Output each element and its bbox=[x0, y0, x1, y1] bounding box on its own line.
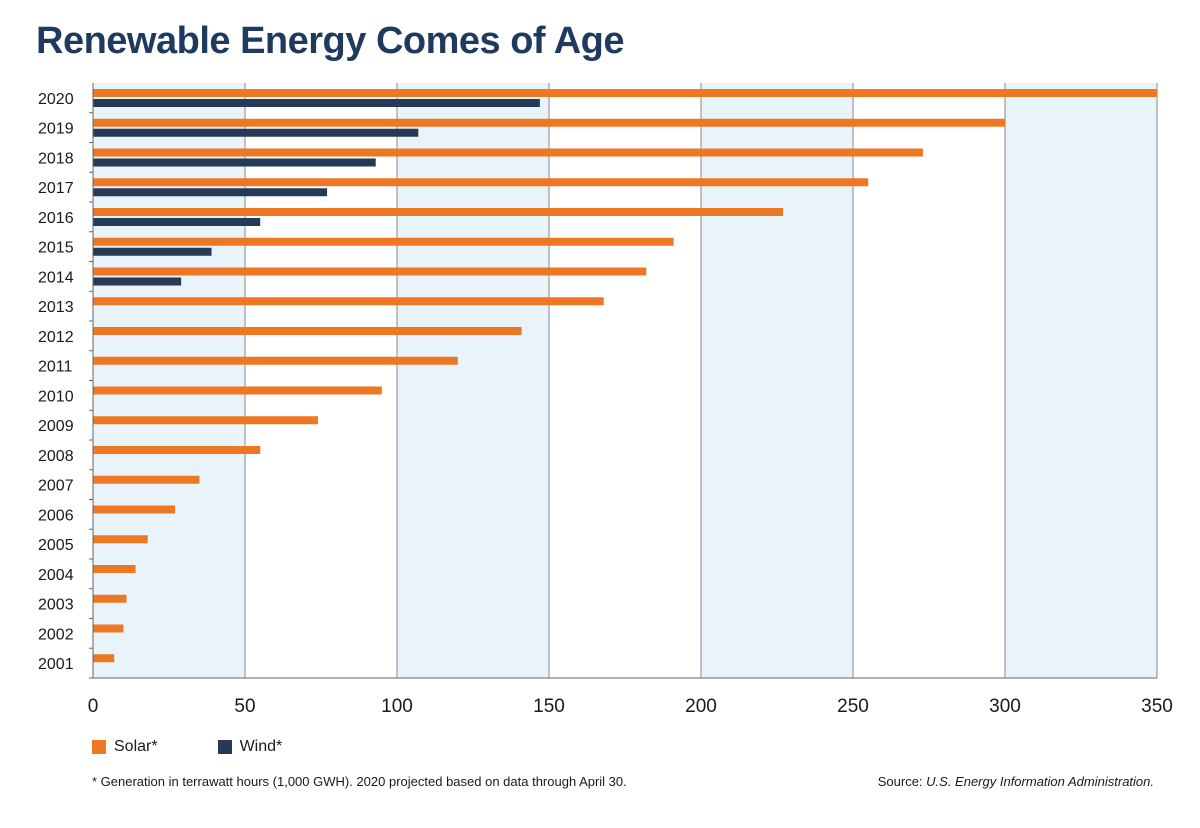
background-band bbox=[701, 83, 853, 678]
y-tick-label: 2011 bbox=[38, 359, 73, 376]
source-prefix: Source: bbox=[877, 774, 927, 789]
y-tick-label: 2013 bbox=[38, 299, 74, 316]
y-tick-label: 2005 bbox=[38, 537, 74, 554]
bar-solar bbox=[93, 386, 382, 395]
bar-solar bbox=[93, 208, 784, 216]
y-tick-label: 2015 bbox=[38, 240, 74, 257]
solar-swatch bbox=[92, 740, 106, 754]
x-tick-label: 300 bbox=[989, 696, 1021, 717]
bar-solar bbox=[93, 505, 176, 514]
y-tick-label: 2006 bbox=[38, 507, 74, 524]
legend-item-wind: Wind* bbox=[217, 738, 283, 756]
x-tick-label: 350 bbox=[1141, 696, 1173, 717]
bar-wind bbox=[93, 188, 328, 197]
background-band bbox=[397, 83, 549, 678]
y-tick-label: 2017 bbox=[38, 180, 74, 197]
source-note: Source: U.S. Energy Information Administ… bbox=[878, 774, 1154, 789]
bar-solar bbox=[93, 594, 127, 603]
y-tick-label: 2010 bbox=[38, 388, 74, 405]
legend: Solar* Wind* bbox=[92, 738, 282, 756]
bar-wind bbox=[93, 277, 182, 286]
bar-wind bbox=[93, 218, 261, 226]
bar-wind bbox=[93, 247, 212, 256]
y-tick-label: 2012 bbox=[38, 329, 74, 346]
background-bands bbox=[93, 83, 1157, 678]
bar-wind bbox=[93, 158, 376, 167]
y-axis-labels: 2020 2019 2018 2017 2016 2015 2014 2013 2012 2011… bbox=[38, 91, 74, 673]
background-band bbox=[93, 83, 245, 678]
legend-label-wind: Wind* bbox=[239, 738, 283, 755]
y-tick-label: 2020 bbox=[38, 91, 74, 108]
bar-solar bbox=[93, 475, 200, 484]
bar-solar bbox=[93, 118, 1005, 127]
x-tick-label: 250 bbox=[837, 696, 869, 717]
wind-swatch bbox=[217, 740, 232, 754]
bar-solar bbox=[93, 297, 604, 306]
y-tick-label: 2007 bbox=[38, 478, 74, 495]
bar-solar bbox=[93, 327, 522, 335]
bar-solar bbox=[93, 89, 1157, 97]
bar-solar bbox=[93, 237, 674, 246]
y-tick-label: 2004 bbox=[38, 567, 74, 584]
y-tick-label: 2009 bbox=[38, 418, 74, 435]
x-axis-labels: 0 50 100 150 200 250 300 350 bbox=[88, 696, 1173, 717]
bar-solar bbox=[93, 535, 148, 544]
x-tick-label: 200 bbox=[685, 696, 717, 717]
bar-solar bbox=[93, 446, 261, 454]
y-tick-label: 2019 bbox=[38, 121, 74, 138]
y-tick-label: 2016 bbox=[38, 210, 74, 227]
x-tick-label: 50 bbox=[234, 696, 255, 717]
y-tick-label: 2018 bbox=[38, 150, 74, 167]
footnote: * Generation in terrawatt hours (1,000 G… bbox=[92, 774, 627, 789]
bar-solar bbox=[93, 356, 458, 365]
background-band bbox=[1005, 83, 1157, 678]
bar-solar bbox=[93, 178, 869, 187]
bar-solar bbox=[93, 416, 318, 425]
y-tick-label: 2002 bbox=[38, 626, 74, 643]
legend-item-solar: Solar* bbox=[92, 738, 158, 756]
bar-solar bbox=[93, 624, 124, 633]
x-tick-label: 0 bbox=[88, 696, 99, 717]
bar-solar bbox=[93, 267, 647, 276]
bar-wind bbox=[93, 128, 419, 137]
bars bbox=[93, 89, 1157, 663]
y-tick-label: 2003 bbox=[38, 597, 74, 614]
chart-title: Renewable Energy Comes of Age bbox=[36, 20, 625, 62]
legend-label-solar: Solar* bbox=[114, 738, 158, 755]
bar-solar bbox=[93, 654, 115, 663]
bar-solar bbox=[93, 565, 136, 573]
y-tick-label: 2008 bbox=[38, 448, 74, 465]
y-tick-label: 2014 bbox=[38, 269, 74, 286]
y-tick-label: 2001 bbox=[38, 656, 74, 673]
source-name: U.S. Energy Information Administration. bbox=[926, 774, 1154, 789]
x-tick-label: 150 bbox=[533, 696, 565, 717]
x-tick-label: 100 bbox=[381, 696, 413, 717]
bar-wind bbox=[93, 99, 540, 107]
axes bbox=[89, 83, 1157, 679]
bar-solar bbox=[93, 148, 923, 157]
